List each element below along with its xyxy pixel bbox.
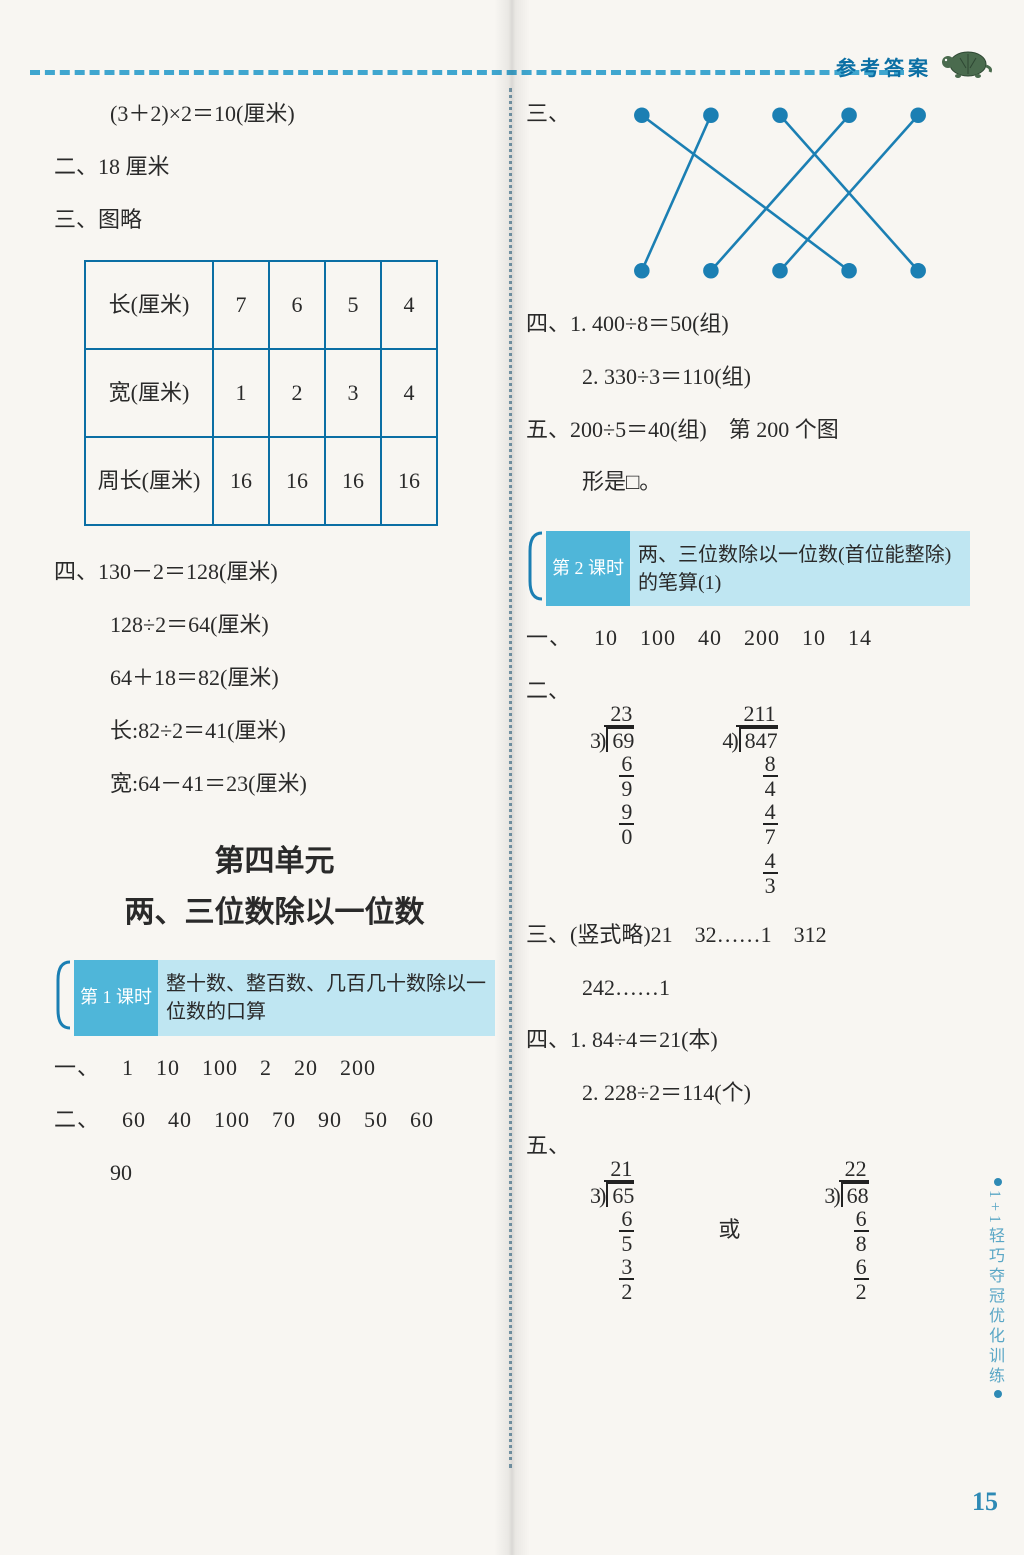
table-cell: 1: [213, 349, 269, 437]
long-division-row-1: 233) 696990 2114) 847844743: [566, 702, 970, 897]
num: 60: [122, 1094, 146, 1147]
num: 10: [594, 612, 618, 665]
table-cell: 4: [381, 349, 437, 437]
si2-l2: 2. 228÷2＝114(个): [526, 1067, 970, 1120]
bracket-icon: [54, 960, 74, 1035]
row-label: 一、: [526, 612, 572, 665]
lesson-text: 整十数、整百数、几百几十数除以一位数的口算: [158, 960, 495, 1035]
num: 100: [214, 1094, 250, 1147]
si-l1: 四、1. 400÷8＝50(组): [526, 298, 970, 351]
top-border-rule: [30, 70, 904, 75]
sec4-l2: 128÷2＝64(厘米): [54, 599, 495, 652]
long-division-3: 213) 656532: [590, 1157, 634, 1304]
sec4-l1: 四、130－2＝128(厘米): [54, 546, 495, 599]
unit-title: 第四单元 两、三位数除以一位数: [54, 836, 495, 938]
sec4-l4: 长:82÷2＝41(厘米): [54, 705, 495, 758]
table-cell: 16: [269, 437, 325, 525]
san-label: 三、: [526, 88, 570, 141]
san2-l1: 三、(竖式略)21 32……1 312: [526, 909, 970, 962]
wu-l1: 五、200÷5＝40(组) 第 200 个图: [526, 404, 970, 457]
num: 90: [318, 1094, 342, 1147]
bracket-icon: [526, 531, 546, 606]
num: 10: [802, 612, 826, 665]
num: 1: [122, 1042, 134, 1095]
lesson-num: 第 1 课时: [74, 960, 158, 1035]
table-cell: 3: [325, 349, 381, 437]
num: 40: [168, 1094, 192, 1147]
num: 40: [698, 612, 722, 665]
long-division-2: 2114) 847844743: [722, 702, 777, 897]
long-division-4: 223) 686862: [824, 1157, 868, 1304]
table-cell: 16: [325, 437, 381, 525]
side-dot-icon: [994, 1178, 1002, 1186]
unit-title-2: 两、三位数除以一位数: [54, 887, 495, 938]
row-two: 二、 60 40 100 70 90 50 60: [54, 1094, 495, 1147]
lesson-1-box: 第 1 课时 整十数、整百数、几百几十数除以一位数的口算: [54, 960, 495, 1035]
header-label: 参考答案: [836, 52, 932, 81]
table-cell: 6: [269, 261, 325, 349]
unit-title-1: 第四单元: [54, 836, 495, 887]
si2-l1: 四、1. 84÷4＝21(本): [526, 1014, 970, 1067]
turtle-icon: [936, 40, 994, 82]
num: 20: [294, 1042, 318, 1095]
table-cell: 16: [381, 437, 437, 525]
row-label: 宽(厘米): [85, 349, 213, 437]
right-column: 三、 四、1. 400÷8＝50(组) 2. 330÷3＝110(组) 五、20…: [512, 88, 984, 1468]
side-series-title: 1+1轻巧夺冠优化训练: [982, 1190, 1006, 1387]
num: 100: [640, 612, 676, 665]
lesson-2-box: 第 2 课时 两、三位数除以一位数(首位能整除)的笔算(1): [526, 531, 970, 606]
lesson-num: 第 2 课时: [546, 531, 630, 606]
num: 200: [744, 612, 780, 665]
wu-l2: 形是□。: [526, 456, 970, 509]
num: 70: [272, 1094, 296, 1147]
table-cell: 16: [213, 437, 269, 525]
lesson-text: 两、三位数除以一位数(首位能整除)的笔算(1): [630, 531, 970, 606]
num: 200: [340, 1042, 376, 1095]
sec4-l3: 64＋18＝82(厘米): [54, 652, 495, 705]
si-l2: 2. 330÷3＝110(组): [526, 351, 970, 404]
row-label: 一、: [54, 1042, 100, 1095]
perimeter-table: 长(厘米) 7 6 5 4 宽(厘米) 1 2 3 4 周长(厘米) 16 16: [84, 260, 438, 526]
table-cell: 2: [269, 349, 325, 437]
row-label: 二、: [54, 1094, 100, 1147]
num: 10: [156, 1042, 180, 1095]
num: 2: [260, 1042, 272, 1095]
table-row: 周长(厘米) 16 16 16 16: [85, 437, 437, 525]
long-division-1: 233) 696990: [590, 702, 634, 849]
table-cell: 4: [381, 261, 437, 349]
page-number: 15: [972, 1487, 998, 1517]
row-two-cont: 90: [54, 1147, 495, 1200]
side-dot-icon: [994, 1390, 1002, 1398]
row-one: 一、 1 10 100 2 20 200: [54, 1042, 495, 1095]
num: 50: [364, 1094, 388, 1147]
line-three: 三、图略: [54, 194, 495, 247]
row-label: 周长(厘米): [85, 437, 213, 525]
line-eq-top: (3＋2)×2＝10(厘米): [54, 88, 495, 141]
num: 60: [410, 1094, 434, 1147]
table-row: 长(厘米) 7 6 5 4: [85, 261, 437, 349]
table-cell: 7: [213, 261, 269, 349]
line-two: 二、18 厘米: [54, 141, 495, 194]
row-label: 长(厘米): [85, 261, 213, 349]
or-label: 或: [718, 1204, 740, 1257]
num: 100: [202, 1042, 238, 1095]
table-row: 宽(厘米) 1 2 3 4: [85, 349, 437, 437]
long-division-row-2: 213) 656532 或 223) 686862: [566, 1157, 970, 1304]
table-cell: 5: [325, 261, 381, 349]
left-column: (3＋2)×2＝10(厘米) 二、18 厘米 三、图略 长(厘米) 7 6 5 …: [40, 88, 509, 1468]
sec4-l5: 宽:64－41＝23(厘米): [54, 758, 495, 811]
matching-diagram: [590, 88, 970, 298]
san2-l2: 242……1: [526, 962, 970, 1015]
row-one-r: 一、 10 100 40 200 10 14: [526, 612, 970, 665]
num: 14: [848, 612, 872, 665]
